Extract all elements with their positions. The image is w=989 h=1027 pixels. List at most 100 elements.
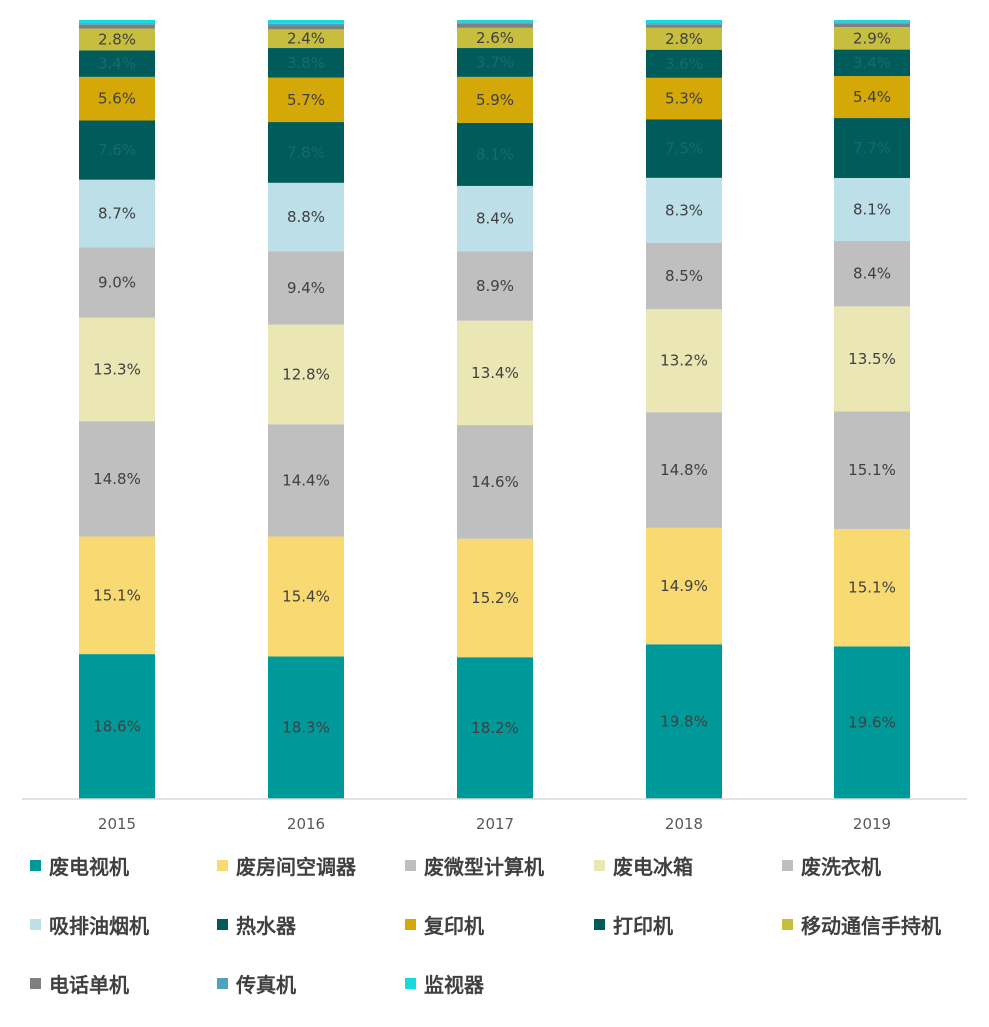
bar-segment	[268, 29, 344, 49]
data-label: 18.2%	[471, 719, 519, 737]
bar-segment	[457, 425, 533, 539]
bar-segment	[834, 118, 910, 178]
bar-segment	[457, 122, 533, 186]
data-label: 19.6%	[848, 714, 896, 732]
bar-segment	[457, 27, 533, 49]
legend-label: 移动通信手持机	[801, 913, 941, 938]
bar-segment	[79, 28, 155, 51]
bar-segment	[646, 412, 722, 528]
bar-segment	[268, 48, 344, 78]
bars-group: 18.6% 15.1% 14.8% 13.3% 9.0% 8.7% 7.6% 5.6% 3.4%…	[79, 20, 910, 799]
bar-segment	[268, 656, 344, 799]
data-label: 15.1%	[93, 586, 141, 604]
legend-swatch	[405, 859, 416, 871]
data-label: 2.6%	[476, 29, 514, 47]
bar-segment	[646, 23, 722, 25]
legend-label: 吸排油烟机	[49, 913, 149, 938]
bar-segment	[646, 177, 722, 243]
data-label: 14.9%	[660, 577, 708, 595]
data-label: 13.5%	[848, 350, 896, 368]
data-label: 13.3%	[93, 360, 141, 378]
legend-label: 热水器	[236, 913, 296, 938]
data-label: 15.1%	[848, 461, 896, 479]
bar-segment	[79, 20, 155, 24]
bar-segment	[79, 76, 155, 121]
legend-swatch	[405, 977, 416, 989]
bar-segment	[457, 76, 533, 123]
x-tick-label: 2017	[476, 815, 514, 833]
data-label: 7.5%	[665, 140, 703, 158]
data-label: 14.8%	[660, 461, 708, 479]
bar-segment	[457, 538, 533, 658]
legend-swatch	[30, 918, 41, 930]
bar-segment	[79, 654, 155, 799]
data-label: 15.2%	[471, 589, 519, 607]
bar-segment	[457, 23, 533, 28]
bar-segment	[268, 251, 344, 325]
bar-segment	[646, 644, 722, 799]
legend-label: 监视器	[424, 972, 484, 997]
bar-segment	[834, 23, 910, 28]
bar-segment	[457, 20, 533, 23]
bar-segment	[646, 77, 722, 120]
legend-swatch	[30, 859, 41, 871]
bar-segment	[457, 320, 533, 426]
data-label: 14.6%	[471, 473, 519, 491]
legend-swatch	[217, 977, 228, 989]
data-label: 3.4%	[98, 55, 136, 73]
data-label: 8.8%	[287, 208, 325, 226]
bar-segment	[457, 185, 533, 252]
x-tick-label: 2015	[98, 815, 136, 833]
legend-swatch	[782, 859, 793, 871]
data-label: 2.4%	[287, 30, 325, 48]
data-label: 18.3%	[282, 719, 330, 737]
x-tick-label: 2018	[665, 815, 703, 833]
data-label: 15.4%	[282, 587, 330, 605]
data-label: 5.7%	[287, 91, 325, 109]
legend-item: 废房间空调器	[217, 850, 356, 880]
bar-segment	[79, 421, 155, 537]
bar-segment	[79, 536, 155, 655]
bar-segment	[646, 49, 722, 78]
data-label: 15.1%	[848, 579, 896, 597]
legend-label: 传真机	[236, 972, 296, 997]
legend-item: 传真机	[217, 968, 296, 998]
bar-segment	[834, 241, 910, 307]
bar-segment	[834, 22, 910, 24]
bar-segment	[268, 324, 344, 425]
bar-segment	[79, 23, 155, 25]
data-label: 8.9%	[476, 277, 514, 295]
data-label: 19.8%	[660, 713, 708, 731]
bar-segment	[268, 122, 344, 183]
legend-item: 废电冰箱	[594, 850, 693, 880]
bar-segment	[457, 657, 533, 799]
bar-segment	[834, 528, 910, 647]
data-label: 12.8%	[282, 365, 330, 383]
data-label: 8.4%	[476, 210, 514, 228]
legend-label: 电话单机	[49, 972, 129, 997]
bar-segment	[834, 177, 910, 242]
bar-segment	[79, 317, 155, 422]
bar-segment	[834, 27, 910, 50]
bar-segment	[834, 20, 910, 23]
legend-item: 废微型计算机	[405, 850, 544, 880]
bar-segment	[646, 24, 722, 28]
legend-label: 复印机	[424, 913, 484, 938]
data-label: 8.7%	[98, 205, 136, 223]
data-label: 5.9%	[476, 91, 514, 109]
legend-label: 废电视机	[49, 854, 129, 879]
data-label: 18.6%	[93, 718, 141, 736]
data-label: 9.0%	[98, 274, 136, 292]
data-label: 14.8%	[93, 470, 141, 488]
legend-item: 吸排油烟机	[30, 909, 149, 939]
data-label: 13.4%	[471, 364, 519, 382]
data-label: 8.1%	[476, 145, 514, 163]
bar-segment	[834, 76, 910, 119]
legend-label: 废房间空调器	[236, 854, 356, 879]
legend-item: 打印机	[594, 909, 673, 939]
chart-legend: 废电视机 废房间空调器 废微型计算机 废电冰箱 废洗衣机 吸排油烟机 热水器 复印机 打印机 移动…	[0, 840, 989, 1027]
data-label: 7.7%	[853, 139, 891, 157]
bar-segment	[457, 48, 533, 77]
data-label: 5.3%	[665, 90, 703, 108]
data-label: 8.4%	[853, 265, 891, 283]
